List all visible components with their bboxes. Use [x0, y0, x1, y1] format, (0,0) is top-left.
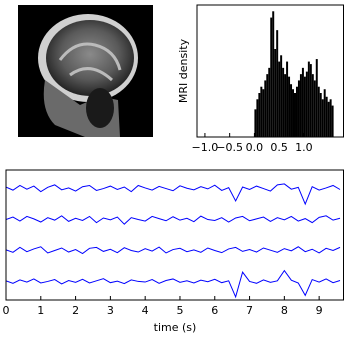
histogram-bar [280, 55, 282, 137]
histogram-bar [298, 80, 300, 137]
histogram-bar [266, 74, 268, 137]
x-axis-label: time (s) [154, 321, 197, 334]
x-tick-label: 1 [37, 304, 44, 317]
histogram-bar [320, 93, 322, 137]
figure: MRI density −1.0−0.50.0 0.5 1.0 0 1 2 3 4 5 6 7 8 9 t… [0, 0, 344, 338]
histogram-bar [274, 49, 276, 137]
histogram-bar [328, 102, 330, 137]
histogram-bar [326, 97, 328, 137]
histogram-bar [330, 99, 332, 137]
histogram-bar [258, 93, 260, 137]
histogram-bar [290, 84, 292, 137]
x-tick-label: 6 [211, 304, 218, 317]
x-tick-label: 9 [316, 304, 323, 317]
x-tick-label: 5 [176, 304, 183, 317]
axes-background [6, 160, 344, 300]
x-tick-label: 3 [107, 304, 114, 317]
histogram-bar [316, 59, 318, 137]
histogram-bar [314, 80, 316, 137]
histogram-bar [272, 11, 274, 137]
x-tick-label: 2 [72, 304, 79, 317]
histogram-bar [306, 72, 308, 137]
histogram-bar [282, 68, 284, 137]
histogram-bar [278, 62, 280, 137]
x-tick-label: 1.0 [295, 141, 313, 154]
histogram-bar [310, 64, 312, 137]
x-tick-label: 8 [281, 304, 288, 317]
histogram-bar [260, 87, 262, 137]
x-tick-label: −0.5 [216, 141, 243, 154]
histogram-bar [296, 87, 298, 137]
histogram-bar [322, 99, 324, 137]
histogram-bar [268, 68, 270, 137]
histogram-bar [332, 106, 334, 137]
histogram-bar [302, 68, 304, 137]
brain [46, 20, 134, 96]
y-axis-label: MRI density [177, 38, 190, 103]
histogram-bar [308, 62, 310, 137]
histogram-bar [262, 89, 264, 137]
histogram-bar [254, 109, 256, 137]
histogram-bar [324, 89, 326, 137]
histogram-bar [264, 80, 266, 137]
mri-image [18, 5, 153, 137]
x-tick-label: 7 [246, 304, 253, 317]
histogram-bar [270, 18, 272, 137]
histogram-bar [256, 99, 258, 137]
airway [86, 88, 114, 128]
histogram-bar [304, 77, 306, 137]
histogram-bar [292, 89, 294, 137]
x-tick-label: 0.0 [246, 141, 264, 154]
histogram-bar [286, 62, 288, 137]
x-tick-label: 4 [142, 304, 149, 317]
histogram-bar [294, 93, 296, 137]
histogram-bar [288, 77, 290, 137]
histogram-bar [276, 30, 278, 137]
histogram-bar [284, 74, 286, 137]
x-tick-label: 0.5 [270, 141, 288, 154]
histogram-bar [312, 74, 314, 137]
histogram-bar [318, 87, 320, 137]
x-tick-label: 0 [3, 304, 10, 317]
histogram-bar [300, 74, 302, 137]
x-tick-label: −1.0 [192, 141, 219, 154]
